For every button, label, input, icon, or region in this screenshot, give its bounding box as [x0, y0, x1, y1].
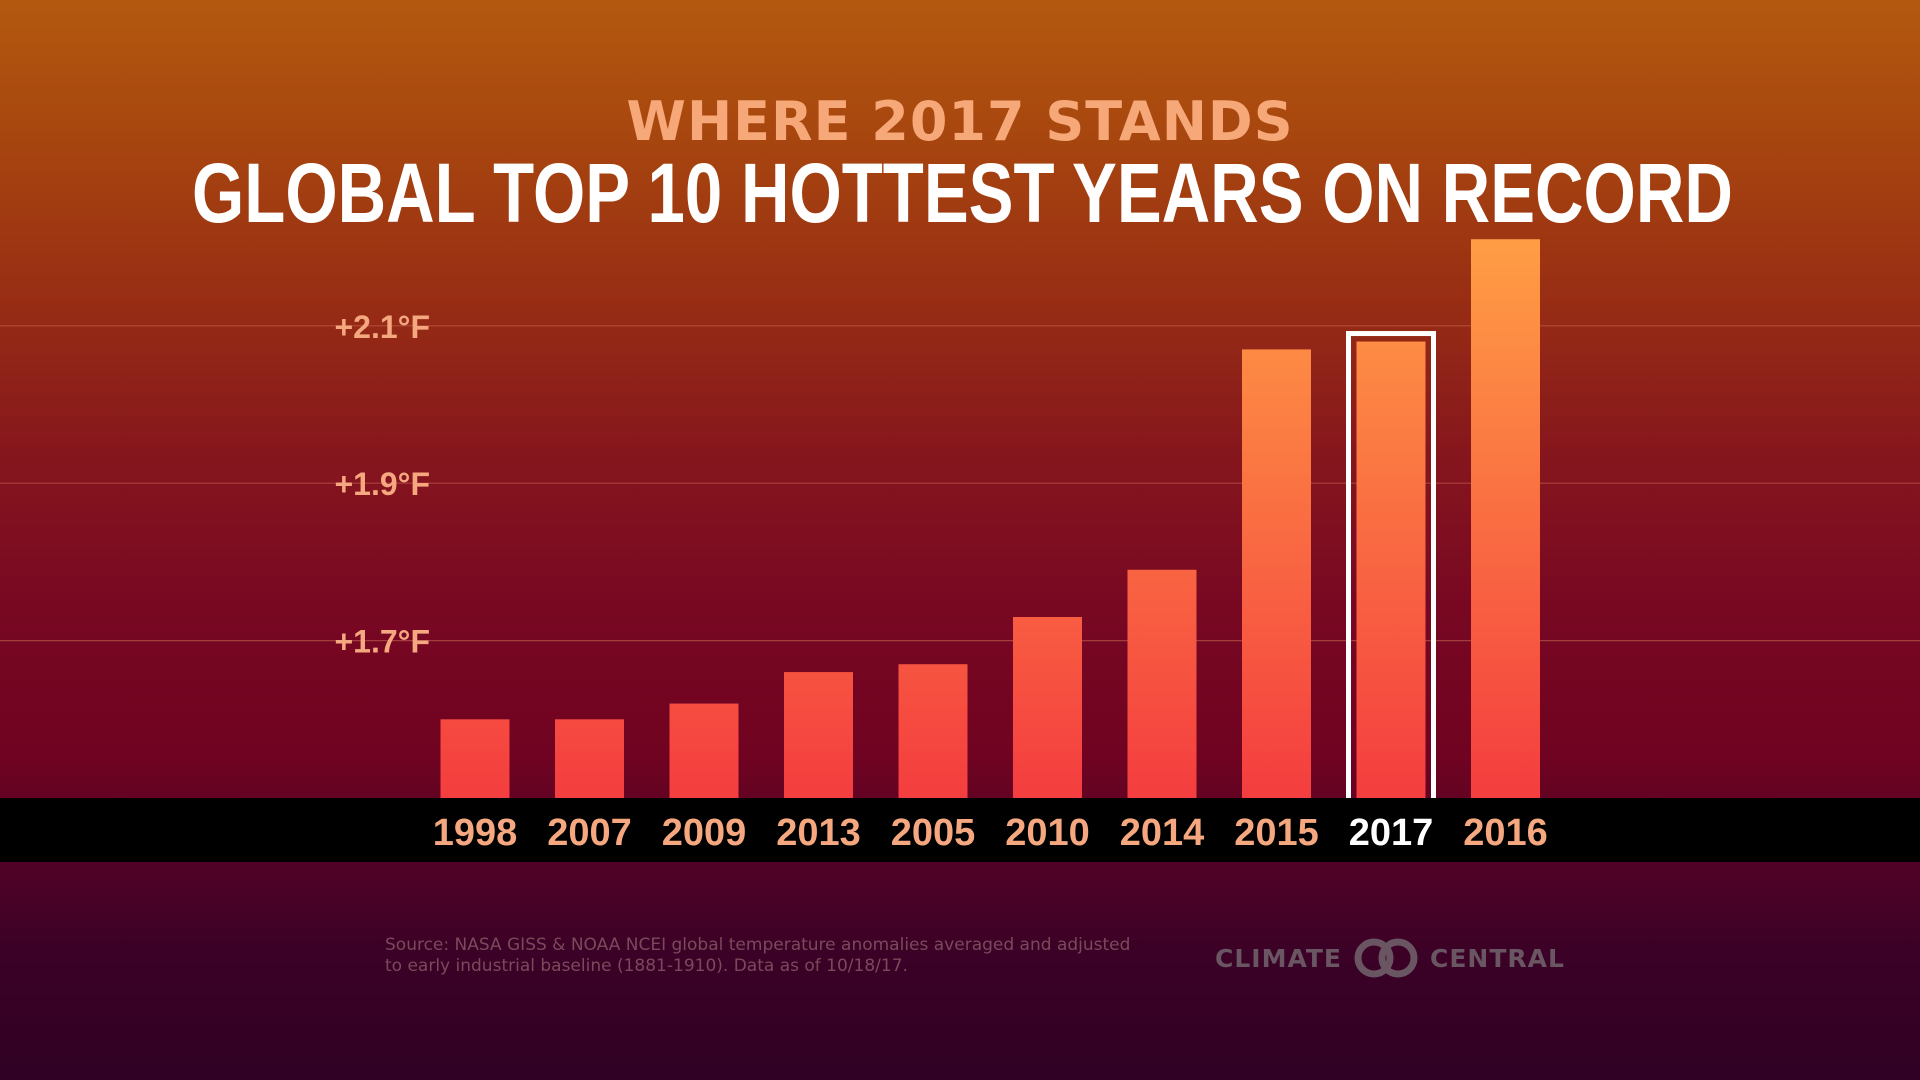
x-tick-label-1998: 1998 [433, 812, 518, 854]
source-line-1: Source: NASA GISS & NOAA NCEI global tem… [385, 935, 1131, 955]
y-axis-ticks: +1.7°F +1.9°F +2.1°F [334, 309, 430, 660]
bar-2016 [1471, 239, 1540, 799]
x-tick-label-2013: 2013 [776, 812, 861, 854]
chart-kicker: WHERE 2017 STANDS [626, 90, 1294, 153]
y-tick-label: +2.1°F [334, 309, 430, 345]
x-tick-label-2007: 2007 [547, 812, 632, 854]
bar-2010 [1013, 616, 1082, 798]
x-tick-label-2014: 2014 [1120, 812, 1205, 854]
bar-2015 [1242, 349, 1311, 798]
x-axis-labels: 1998 2007 2009 2013 2005 2010 2014 2015 2017 2016 [433, 812, 1548, 854]
logo-text-left: CLIMATE [1215, 943, 1342, 973]
logo-text-right: CENTRAL [1430, 943, 1565, 973]
bar-2007 [555, 719, 624, 798]
x-tick-label-2010: 2010 [1005, 812, 1090, 854]
x-tick-label-2015: 2015 [1234, 812, 1319, 854]
x-axis-band [0, 798, 1920, 862]
gridlines [0, 325, 1920, 642]
climate-central-logo: CLIMATE CENTRAL [1215, 938, 1565, 978]
bar-2014 [1127, 569, 1197, 798]
bar-2005 [898, 664, 968, 798]
source-line-2: to early industrial baseline (1881-1910)… [385, 956, 908, 976]
bar-2009 [669, 703, 739, 798]
y-tick-label: +1.7°F [334, 624, 430, 660]
source-note: Source: NASA GISS & NOAA NCEI global tem… [385, 935, 1185, 977]
y-tick-label: +1.9°F [334, 466, 430, 502]
bar-2013 [784, 672, 853, 798]
bar-1998 [440, 719, 510, 798]
logo-rings-icon [1354, 938, 1418, 978]
x-tick-label-2005: 2005 [891, 812, 976, 854]
x-tick-label-2017: 2017 [1349, 812, 1434, 854]
bars [440, 239, 1540, 805]
chart-title: GLOBAL TOP 10 HOTTEST YEARS ON RECORD [192, 146, 1733, 240]
x-tick-label-2009: 2009 [662, 812, 747, 854]
x-tick-label-2016: 2016 [1463, 812, 1548, 854]
bar-2017 [1356, 341, 1426, 798]
